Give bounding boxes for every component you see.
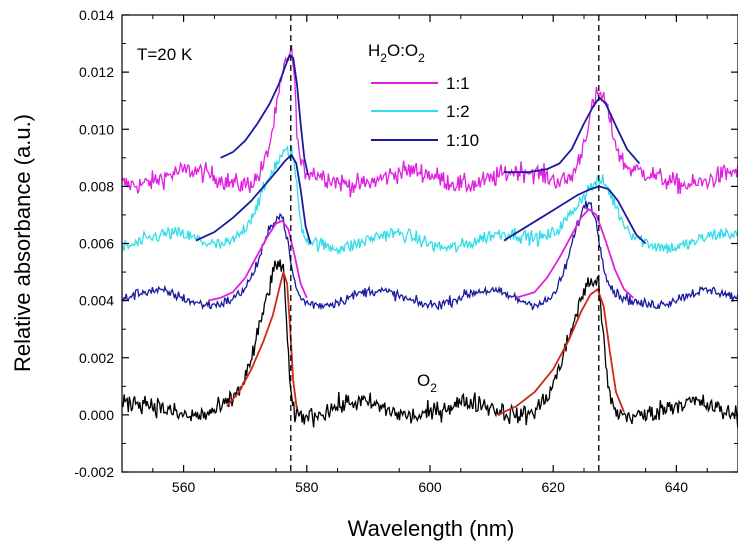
series-line-1-1: [121, 44, 738, 198]
fit-curve-1-2-0: [195, 154, 312, 244]
series-line-1-10: [121, 200, 738, 312]
x-axis-title: Wavelength (nm): [348, 516, 515, 541]
legend-title-oo: O:O: [387, 41, 418, 60]
y-tick-label-2: 0.002: [79, 350, 114, 366]
x-tick-label-3: 620: [542, 479, 566, 495]
y-tick-label-5: 0.008: [79, 178, 114, 194]
legend-title-sub2: 2: [418, 51, 425, 65]
fit-curve-1-10-1: [515, 208, 634, 299]
fit-layer: [195, 54, 647, 416]
y-tick-label-1: 0.000: [79, 407, 114, 423]
x-tick-label-4: 640: [665, 479, 689, 495]
series-line-1-2: [121, 144, 738, 256]
y-axis-title: Relative absorbance (a.u.): [10, 114, 35, 372]
legend-title-sub1: 2: [380, 51, 387, 65]
legend-label-1-2: 1:2: [446, 102, 470, 121]
o2-label-main: O: [417, 371, 430, 390]
legend-title-h: H: [368, 41, 380, 60]
y-tick-label-0: -0.002: [74, 464, 114, 480]
o2-series-label: O2: [417, 371, 437, 395]
x-tick-label-2: 600: [418, 479, 442, 495]
series-layer: [121, 44, 738, 429]
x-tick-label-1: 580: [295, 479, 319, 495]
fit-curve-1-1-1: [503, 96, 641, 173]
temperature-annotation: T=20 K: [137, 45, 193, 64]
reference-lines: [290, 15, 600, 472]
fit-curve-o2-1: [497, 288, 625, 416]
fit-curve-1-10-0: [208, 219, 308, 302]
series-line-o2: [121, 259, 738, 429]
axis-ticks: 560 580 600 620 640 -0.002 0.000 0.002 0.004 0.00…: [74, 7, 738, 495]
legend: H2O:O2 1:1 1:2 1:10: [368, 41, 479, 150]
y-tick-label-8: 0.014: [79, 7, 114, 23]
legend-label-1-10: 1:10: [446, 131, 479, 150]
fit-curve-1-1-0: [220, 54, 309, 176]
legend-title: H2O:O2: [368, 41, 425, 65]
y-tick-label-7: 0.012: [79, 64, 114, 80]
y-tick-label-4: 0.006: [79, 236, 114, 252]
y-tick-label-3: 0.004: [79, 293, 114, 309]
legend-label-1-1: 1:1: [446, 74, 470, 93]
x-tick-label-0: 560: [172, 479, 196, 495]
o2-label-sub: 2: [430, 381, 437, 395]
y-tick-label-6: 0.010: [79, 121, 114, 137]
fit-curve-1-2-1: [503, 185, 647, 245]
